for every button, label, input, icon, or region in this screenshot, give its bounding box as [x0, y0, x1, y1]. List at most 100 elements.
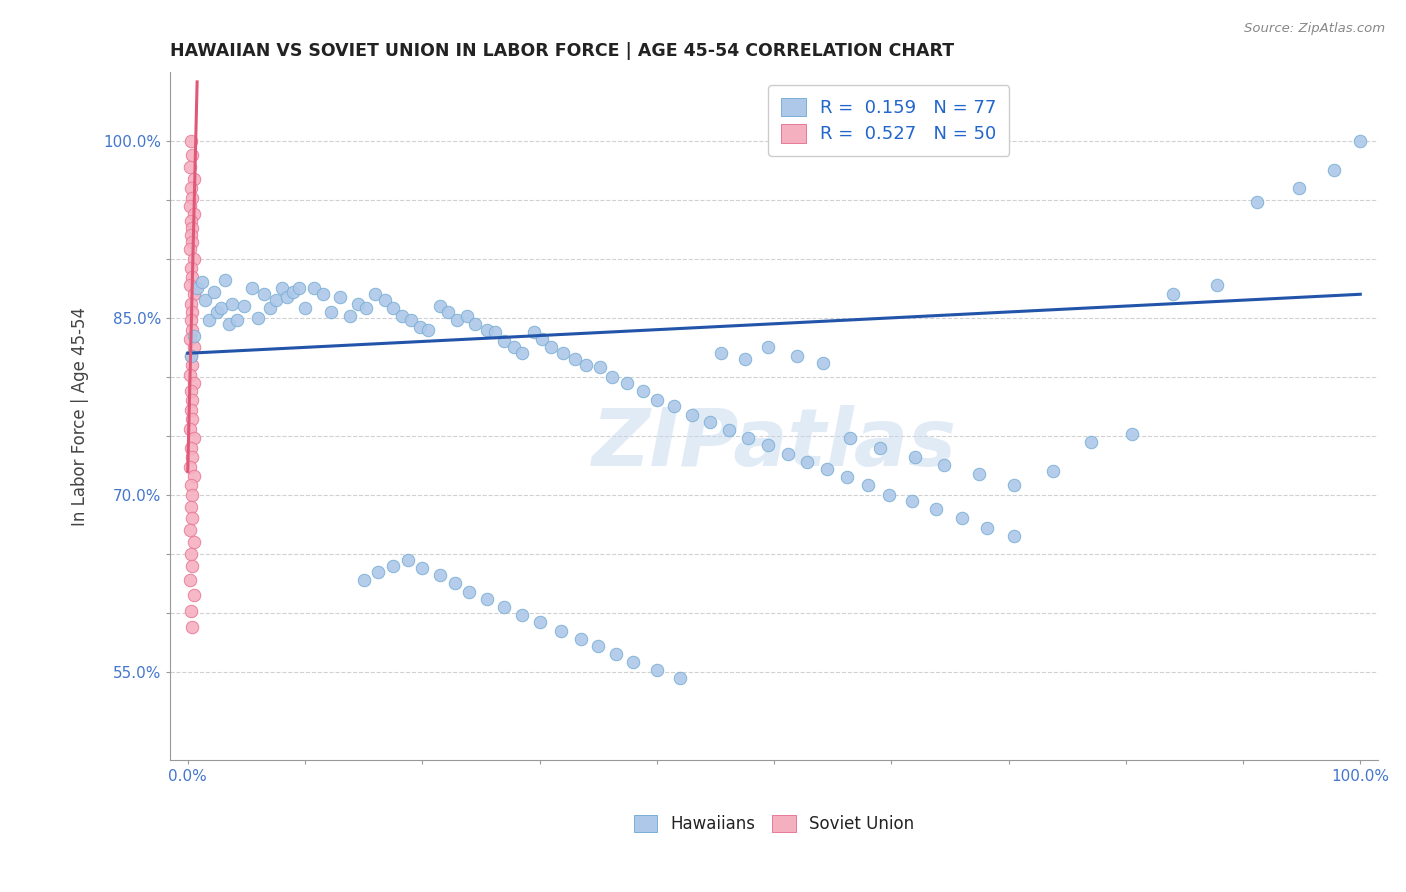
Point	[183, 252, 205, 266]
Point	[180, 384, 202, 398]
Point	[502, 340, 524, 354]
Point	[429, 299, 451, 313]
Point	[179, 277, 201, 292]
Point	[198, 313, 221, 327]
Point	[181, 511, 204, 525]
Point	[226, 313, 249, 327]
Point	[183, 328, 205, 343]
Point	[631, 384, 654, 398]
Point	[180, 181, 202, 195]
Point	[681, 408, 703, 422]
Legend: Hawaiians, Soviet Union: Hawaiians, Soviet Union	[626, 806, 922, 841]
Point	[575, 358, 598, 372]
Point	[180, 261, 202, 276]
Point	[209, 301, 232, 316]
Point	[180, 603, 202, 617]
Point	[183, 376, 205, 390]
Point	[564, 352, 586, 367]
Point	[180, 478, 202, 492]
Point	[1002, 478, 1025, 492]
Point	[181, 358, 204, 372]
Point	[589, 360, 612, 375]
Point	[276, 290, 298, 304]
Point	[364, 287, 387, 301]
Point	[194, 293, 217, 308]
Point	[416, 323, 439, 337]
Point	[346, 296, 368, 310]
Point	[444, 576, 467, 591]
Point	[475, 591, 498, 606]
Point	[901, 493, 924, 508]
Point	[835, 470, 858, 484]
Point	[1121, 426, 1143, 441]
Point	[569, 632, 592, 646]
Point	[1323, 163, 1346, 178]
Point	[233, 299, 256, 313]
Point	[645, 663, 668, 677]
Point	[179, 523, 201, 537]
Point	[180, 349, 202, 363]
Point	[1042, 464, 1064, 478]
Point	[179, 422, 201, 436]
Point	[183, 469, 205, 483]
Point	[737, 431, 759, 445]
Point	[240, 281, 263, 295]
Point	[664, 400, 686, 414]
Point	[354, 301, 377, 316]
Point	[179, 160, 201, 174]
Point	[253, 287, 276, 301]
Point	[181, 235, 204, 250]
Point	[510, 346, 533, 360]
Point	[600, 370, 623, 384]
Point	[339, 309, 361, 323]
Point	[396, 553, 419, 567]
Point	[950, 511, 973, 525]
Point	[669, 671, 692, 685]
Point	[411, 561, 433, 575]
Point	[475, 323, 498, 337]
Point	[429, 568, 451, 582]
Point	[605, 647, 627, 661]
Point	[786, 349, 808, 363]
Point	[710, 346, 733, 360]
Point	[1348, 134, 1371, 148]
Point	[179, 368, 201, 382]
Point	[183, 588, 205, 602]
Point	[734, 352, 756, 367]
Point	[756, 438, 779, 452]
Point	[181, 393, 204, 408]
Point	[529, 615, 551, 630]
Point	[399, 313, 422, 327]
Text: HAWAIIAN VS SOVIET UNION IN LABOR FORCE | AGE 45-54 CORRELATION CHART: HAWAIIAN VS SOVIET UNION IN LABOR FORCE …	[170, 42, 955, 60]
Point	[367, 565, 389, 579]
Point	[218, 317, 240, 331]
Point	[180, 313, 202, 327]
Point	[183, 171, 205, 186]
Point	[645, 393, 668, 408]
Point	[180, 214, 202, 228]
Point	[1161, 287, 1184, 301]
Point	[869, 441, 891, 455]
Point	[181, 305, 204, 319]
Point	[932, 458, 955, 473]
Point	[904, 450, 927, 464]
Point	[718, 423, 741, 437]
Point	[815, 462, 838, 476]
Point	[181, 488, 204, 502]
Point	[540, 340, 562, 354]
Point	[180, 403, 202, 417]
Point	[967, 467, 990, 481]
Point	[311, 287, 333, 301]
Point	[464, 317, 486, 331]
Point	[699, 415, 721, 429]
Point	[551, 346, 574, 360]
Point	[1246, 195, 1268, 210]
Point	[925, 502, 948, 516]
Point	[446, 313, 468, 327]
Y-axis label: In Labor Force | Age 45-54: In Labor Force | Age 45-54	[72, 307, 89, 526]
Point	[180, 228, 202, 243]
Point	[437, 305, 460, 319]
Point	[180, 500, 202, 514]
Point	[181, 190, 204, 204]
Point	[181, 323, 204, 337]
